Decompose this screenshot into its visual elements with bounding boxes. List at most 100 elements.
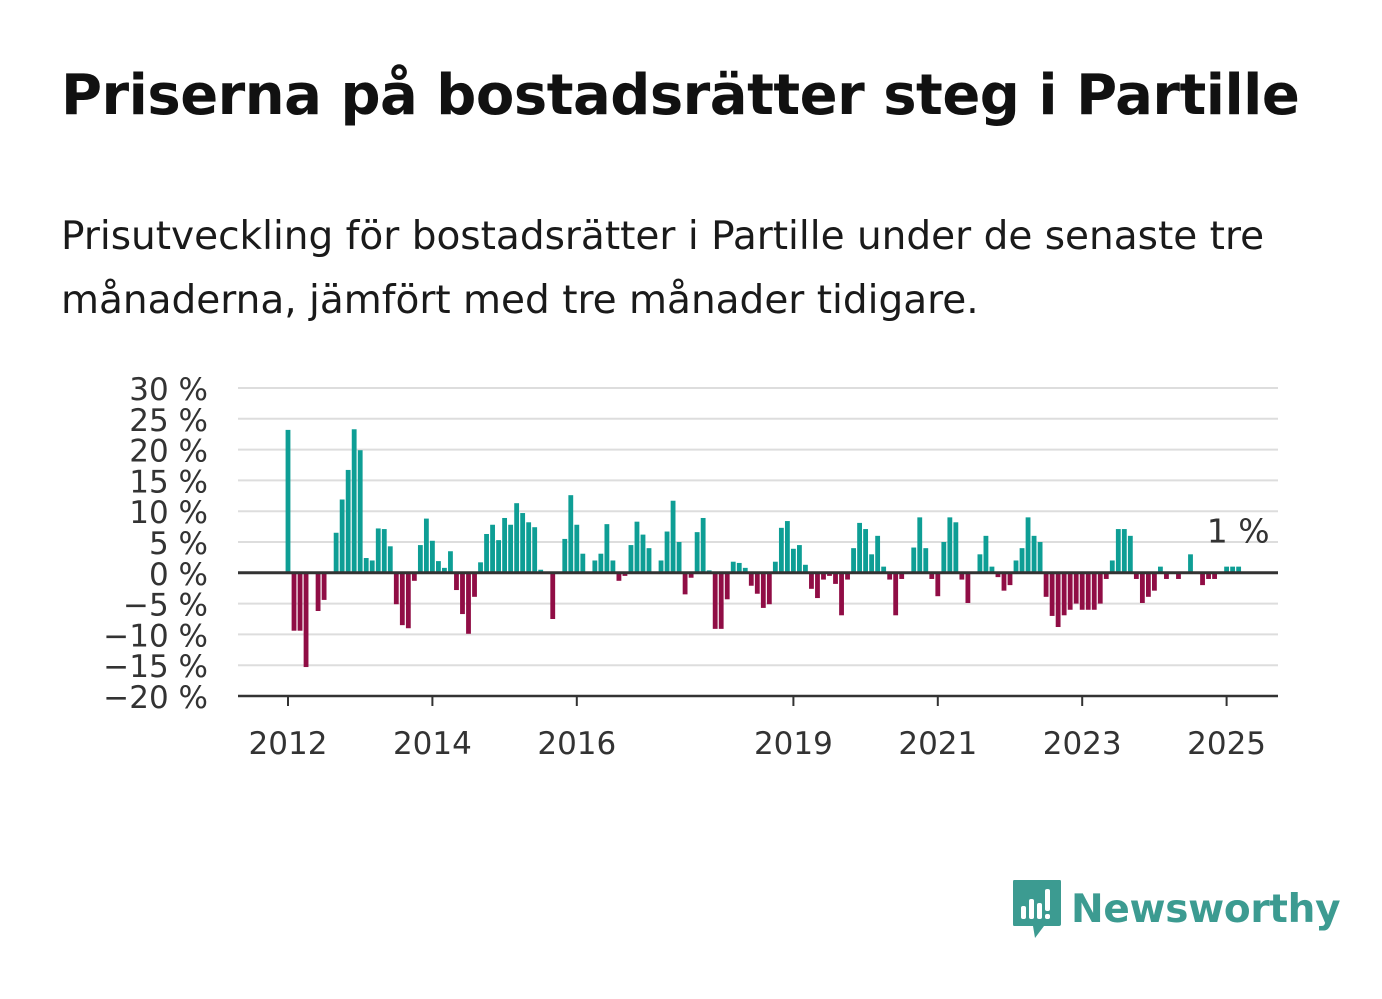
bar xyxy=(772,561,778,573)
y-axis-ticks: 30 %25 %20 %15 %10 %5 %0 %−5 %−10 %−15 %… xyxy=(103,372,208,716)
bar xyxy=(345,469,351,573)
bar xyxy=(1224,566,1230,573)
bar xyxy=(363,558,369,573)
bar xyxy=(1067,572,1073,610)
y-tick-label: −15 % xyxy=(103,649,208,685)
bar xyxy=(526,522,532,573)
bar xyxy=(712,572,718,629)
bar xyxy=(869,554,875,573)
bar xyxy=(375,528,381,573)
bar xyxy=(321,572,327,600)
bar xyxy=(965,572,971,603)
bar xyxy=(634,521,640,573)
bar xyxy=(977,554,983,573)
bar xyxy=(1206,572,1211,579)
bar xyxy=(303,572,309,668)
x-tick-label: 2025 xyxy=(1187,726,1266,762)
bar xyxy=(676,542,682,573)
bar xyxy=(718,572,724,629)
bar xyxy=(508,524,514,573)
bar xyxy=(923,548,929,573)
bar xyxy=(616,572,622,581)
bar xyxy=(1145,572,1151,597)
bar xyxy=(887,572,893,580)
bar xyxy=(700,517,706,573)
bar xyxy=(351,429,357,573)
bar xyxy=(622,572,628,576)
bar xyxy=(827,572,832,576)
bar xyxy=(833,572,838,584)
y-tick-label: −10 % xyxy=(103,618,208,654)
bar xyxy=(442,567,447,573)
bar xyxy=(405,572,411,629)
bar xyxy=(1230,566,1236,573)
last-value-label: 1 % xyxy=(1207,512,1270,551)
bar xyxy=(1043,572,1049,597)
bar xyxy=(1115,529,1121,573)
y-tick-label: 10 % xyxy=(129,495,208,531)
bar xyxy=(478,562,483,573)
bar xyxy=(784,521,790,573)
bars xyxy=(285,429,1242,668)
bar xyxy=(1091,572,1097,610)
bar xyxy=(628,545,634,573)
bar xyxy=(1103,572,1109,579)
bar xyxy=(803,564,808,573)
bar xyxy=(429,540,435,573)
bar xyxy=(399,572,405,626)
bar xyxy=(1109,560,1115,573)
y-tick-label: 30 % xyxy=(129,372,208,408)
bar xyxy=(1200,572,1205,586)
bar xyxy=(688,572,694,578)
bar xyxy=(989,566,995,573)
bar xyxy=(959,572,965,580)
bar xyxy=(562,538,568,573)
bar xyxy=(381,529,387,573)
bar xyxy=(466,572,471,634)
bar xyxy=(1164,572,1169,579)
bar xyxy=(580,553,586,573)
bar xyxy=(778,527,784,573)
bar xyxy=(1188,554,1193,573)
bar xyxy=(760,572,766,608)
axis-lines xyxy=(238,571,1278,698)
bar xyxy=(646,548,652,573)
bar xyxy=(694,532,700,573)
y-tick-label: −20 % xyxy=(103,680,208,716)
bar xyxy=(297,572,303,631)
bar xyxy=(658,560,664,573)
bar xyxy=(821,572,826,580)
bar xyxy=(502,517,508,573)
bar xyxy=(1158,566,1163,573)
y-tick-label: −5 % xyxy=(123,588,208,624)
bar xyxy=(682,572,688,595)
bar xyxy=(532,527,538,573)
bar xyxy=(1127,535,1133,573)
bar xyxy=(815,572,820,599)
bar xyxy=(851,548,856,573)
gridlines xyxy=(238,387,1278,667)
y-tick-label: 5 % xyxy=(149,526,208,562)
bar xyxy=(369,560,375,573)
bar xyxy=(1019,548,1025,573)
bar xyxy=(339,499,345,573)
bar xyxy=(520,513,526,573)
bar xyxy=(1049,572,1055,616)
bar xyxy=(436,561,441,573)
bar xyxy=(863,529,869,573)
bar xyxy=(809,572,814,589)
bar xyxy=(448,551,453,573)
bar xyxy=(1133,572,1139,579)
bar xyxy=(496,540,501,573)
bar xyxy=(790,548,796,573)
bar xyxy=(1176,572,1181,579)
bar xyxy=(839,572,844,616)
bar xyxy=(899,572,905,579)
bar xyxy=(670,500,676,573)
bar xyxy=(574,524,580,573)
bar xyxy=(1139,572,1145,603)
bar xyxy=(935,572,941,597)
x-tick-label: 2016 xyxy=(537,726,616,762)
bar xyxy=(1055,572,1061,628)
bar xyxy=(484,533,489,573)
